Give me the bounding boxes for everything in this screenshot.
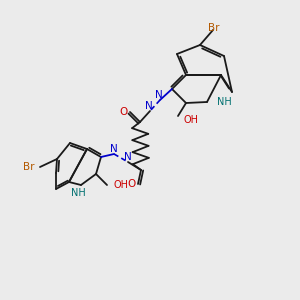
- Text: NH: NH: [70, 188, 86, 198]
- Text: NH: NH: [217, 97, 232, 107]
- Text: OH: OH: [184, 115, 199, 125]
- Text: N: N: [110, 144, 118, 154]
- Text: O: O: [120, 107, 128, 117]
- Text: N: N: [145, 101, 153, 111]
- Text: Br: Br: [23, 162, 35, 172]
- Text: N: N: [155, 90, 163, 100]
- Text: OH: OH: [114, 180, 129, 190]
- Text: O: O: [127, 179, 135, 189]
- Text: N: N: [124, 152, 132, 162]
- Text: Br: Br: [208, 23, 220, 33]
